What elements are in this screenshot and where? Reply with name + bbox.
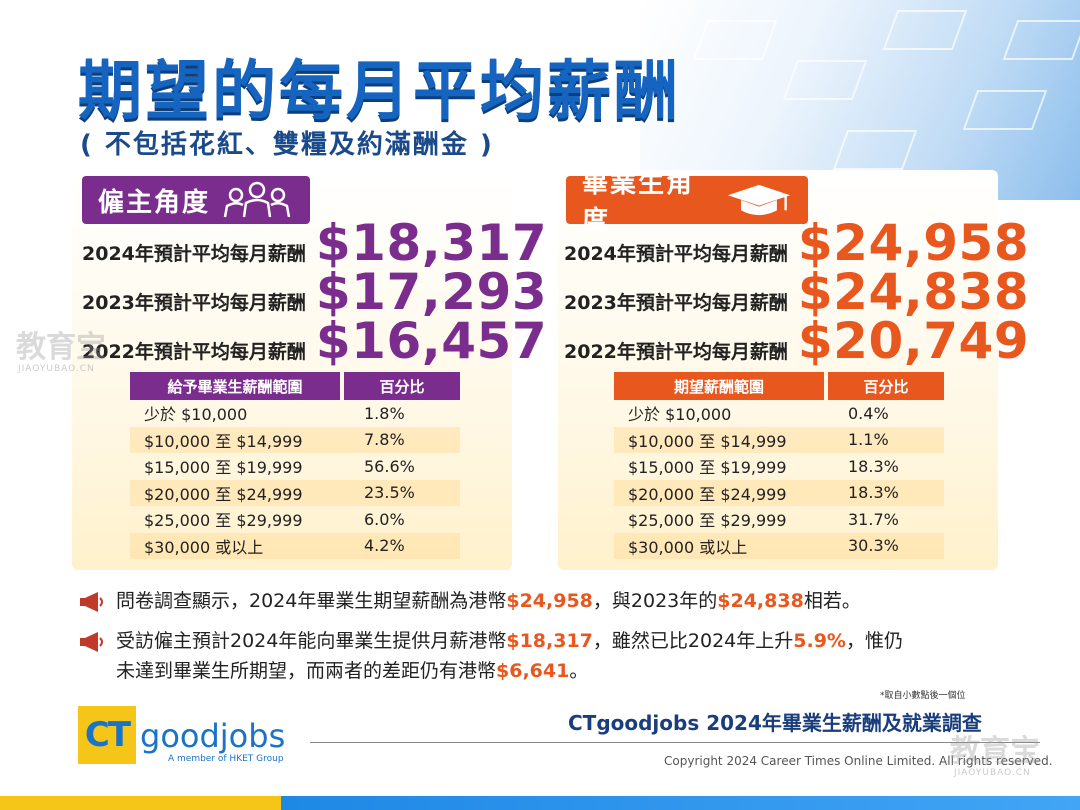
ctgoodjobs-logo: CT goodjobs A member of HKET Group <box>78 706 285 764</box>
cell-range: $30,000 或以上 <box>628 537 748 557</box>
header-range: 期望薪酬範圍 <box>614 372 824 400</box>
watermark: 教育宝 <box>16 330 106 365</box>
table-row: $10,000 至 $14,999 1.1% <box>614 426 944 453</box>
graduate-salary-2024: 2024年預計平均每月薪酬 $24,958 <box>564 214 1029 272</box>
cell-percent: 0.4% <box>848 403 889 423</box>
salary-label: 2023年預計平均每月薪酬 <box>564 292 788 314</box>
cell-percent: 18.3% <box>848 483 899 503</box>
salary-value: $24,838 <box>797 263 1030 321</box>
divider <box>310 742 1040 743</box>
graduate-salary-2023: 2023年預計平均每月薪酬 $24,838 <box>564 263 1029 321</box>
salary-label: 2024年預計平均每月薪酬 <box>82 243 306 265</box>
graduate-tag-label: 畢業生角度 <box>582 169 695 236</box>
salary-value: $16,457 <box>315 312 548 370</box>
cell-range: 少於 $10,000 <box>144 405 248 425</box>
note-2-text: 受訪僱主預計2024年能向畢業生提供月薪港幣$18,317，雖然已比2024年上… <box>116 630 903 682</box>
people-group-icon <box>223 181 291 218</box>
survey-title: CTgoodjobs 2024年畢業生薪酬及就業調查 <box>568 711 982 735</box>
cell-percent: 31.7% <box>848 509 899 529</box>
graduate-range-table: 期望薪酬範圍 百分比 少於 $10,000 0.4% $10,000 至 $14… <box>614 372 944 559</box>
salary-value: $20,749 <box>797 312 1030 370</box>
cell-range: $15,000 至 $19,999 <box>144 458 303 478</box>
cell-range: $20,000 至 $24,999 <box>628 484 787 504</box>
table-header: 給予畢業生薪酬範圍 百分比 <box>130 372 460 400</box>
salary-value: $17,293 <box>315 263 548 321</box>
header-percent: 百分比 <box>344 372 460 400</box>
employer-salary-2022: 2022年預計平均每月薪酬 $16,457 <box>82 312 547 370</box>
cell-percent: 6.0% <box>364 509 405 529</box>
table-row: $20,000 至 $24,999 23.5% <box>130 479 460 506</box>
cell-percent: 4.2% <box>364 536 405 556</box>
employer-salary-2024: 2024年預計平均每月薪酬 $18,317 <box>82 214 547 272</box>
graduate-salary-2022: 2022年預計平均每月薪酬 $20,749 <box>564 312 1029 370</box>
cell-percent: 1.1% <box>848 430 889 450</box>
background-decoration <box>640 0 1080 200</box>
bottom-bar <box>0 796 1080 810</box>
copyright: Copyright 2024 Career Times Online Limit… <box>664 754 1053 768</box>
salary-label: 2024年預計平均每月薪酬 <box>564 243 788 265</box>
table-row: 少於 $10,000 0.4% <box>614 400 944 427</box>
watermark-sub: JIAOYUBAO.CN <box>954 768 1031 778</box>
salary-value: $24,958 <box>797 214 1030 272</box>
note-1-text: 問卷調查顯示，2024年畢業生期望薪酬為港幣$24,958，與2023年的$24… <box>116 590 861 612</box>
employer-salary-2023: 2023年預計平均每月薪酬 $17,293 <box>82 263 547 321</box>
cell-range: $10,000 至 $14,999 <box>628 431 787 451</box>
cell-range: $15,000 至 $19,999 <box>628 458 787 478</box>
page-subtitle: ( 不包括花紅、雙糧及約滿酬金 ) <box>80 130 494 160</box>
table-header: 期望薪酬範圍 百分比 <box>614 372 944 400</box>
employer-range-table: 給予畢業生薪酬範圍 百分比 少於 $10,000 1.8% $10,000 至 … <box>130 372 460 559</box>
table-row: $30,000 或以上 4.2% <box>130 532 460 559</box>
note-1: 問卷調查顯示，2024年畢業生期望薪酬為港幣$24,958，與2023年的$24… <box>78 586 861 616</box>
salary-value: $18,317 <box>315 214 548 272</box>
table-row: $25,000 至 $29,999 31.7% <box>614 506 944 533</box>
cell-range: 少於 $10,000 <box>628 405 732 425</box>
graduation-cap-icon <box>727 184 791 216</box>
page-title: 期望的每月平均薪酬 <box>78 55 681 129</box>
table-row: $25,000 至 $29,999 6.0% <box>130 506 460 533</box>
note-2: 受訪僱主預計2024年能向畢業生提供月薪港幣$18,317，雖然已比2024年上… <box>78 626 903 682</box>
cell-range: $25,000 至 $29,999 <box>144 511 303 531</box>
table-row: $20,000 至 $24,999 18.3% <box>614 479 944 506</box>
logo-subtext: A member of HKET Group <box>168 754 284 764</box>
header-range: 給予畢業生薪酬範圍 <box>130 372 340 400</box>
salary-label: 2022年預計平均每月薪酬 <box>82 341 306 363</box>
graduate-tag: 畢業生角度 <box>566 169 808 236</box>
header-percent: 百分比 <box>828 372 944 400</box>
salary-label: 2022年預計平均每月薪酬 <box>564 341 788 363</box>
employer-tag-label: 僱主角度 <box>98 187 211 218</box>
footnote: *取自小數點後一個位 <box>880 691 966 701</box>
cell-percent: 1.8% <box>364 403 405 423</box>
cell-percent: 56.6% <box>364 456 415 476</box>
logo-ct-mark: CT <box>78 706 136 764</box>
cell-percent: 7.8% <box>364 430 405 450</box>
cell-range: $10,000 至 $14,999 <box>144 431 303 451</box>
cell-percent: 18.3% <box>848 456 899 476</box>
watermark-sub: JIAOYUBAO.CN <box>18 364 95 374</box>
cell-range: $20,000 至 $24,999 <box>144 484 303 504</box>
table-row: $15,000 至 $19,999 18.3% <box>614 453 944 480</box>
megaphone-icon <box>80 591 103 612</box>
cell-percent: 23.5% <box>364 483 415 503</box>
watermark: 教育宝 <box>950 734 1040 769</box>
table-row: $10,000 至 $14,999 7.8% <box>130 426 460 453</box>
cell-percent: 30.3% <box>848 536 899 556</box>
cell-range: $30,000 或以上 <box>144 537 264 557</box>
table-row: $15,000 至 $19,999 56.6% <box>130 453 460 480</box>
megaphone-icon <box>80 631 103 652</box>
table-row: 少於 $10,000 1.8% <box>130 400 460 427</box>
employer-tag: 僱主角度 <box>82 176 310 224</box>
salary-label: 2023年預計平均每月薪酬 <box>82 292 306 314</box>
cell-range: $25,000 至 $29,999 <box>628 511 787 531</box>
logo-name: goodjobs <box>140 717 286 755</box>
table-row: $30,000 或以上 30.3% <box>614 532 944 559</box>
